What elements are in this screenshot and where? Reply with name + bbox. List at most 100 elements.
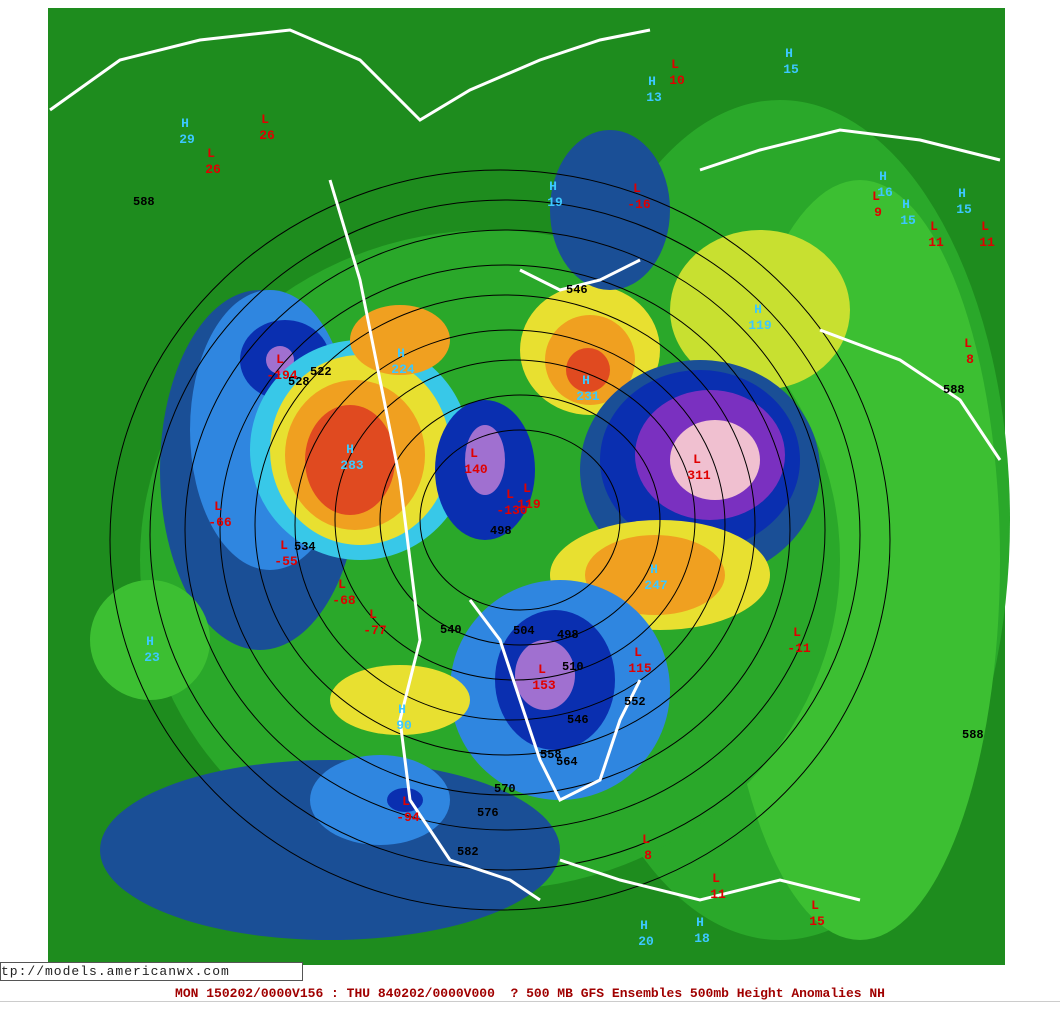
marker-value: 9: [874, 205, 882, 220]
marker-value: 8: [644, 848, 652, 863]
marker-kind: H: [879, 169, 887, 184]
contour-label: 528: [288, 375, 310, 389]
contour-label: 582: [457, 845, 479, 859]
marker-kind: L: [793, 625, 801, 640]
marker-value: 23: [144, 650, 160, 665]
marker-value: 13: [646, 90, 662, 105]
marker-value: -194: [266, 368, 297, 383]
height-contours: [109, 169, 891, 911]
marker-kind: L: [811, 898, 819, 913]
marker-value: -94: [396, 810, 420, 825]
marker-value: 119: [517, 497, 541, 512]
marker-value: 224: [391, 362, 415, 377]
marker-value: 283: [340, 458, 364, 473]
marker-value: 15: [809, 914, 825, 929]
marker-value: 115: [628, 661, 652, 676]
marker-value: 153: [532, 678, 556, 693]
marker-kind: H: [958, 186, 966, 201]
marker-kind: H: [650, 562, 658, 577]
marker-kind: L: [633, 181, 641, 196]
marker-kind: H: [346, 442, 354, 457]
marker-value: -77: [363, 623, 386, 638]
marker-kind: L: [276, 352, 284, 367]
contour-label: 546: [566, 283, 588, 297]
marker-value: 20: [638, 934, 654, 949]
marker-kind: L: [280, 538, 288, 553]
marker-kind: H: [146, 634, 154, 649]
contour-label: 558: [540, 748, 562, 762]
marker-kind: L: [214, 499, 222, 514]
marker-value: 15: [956, 202, 972, 217]
marker-kind: L: [506, 487, 514, 502]
marker-value: 11: [710, 887, 726, 902]
contour-label: 522: [310, 365, 332, 379]
marker-kind: H: [582, 373, 590, 388]
contour-label: 546: [567, 713, 589, 727]
contour-label: 588: [962, 728, 984, 742]
marker-value: 11: [979, 235, 995, 250]
marker-kind: H: [754, 302, 762, 317]
marker-value: -11: [787, 641, 811, 656]
marker-value: 231: [576, 389, 600, 404]
marker-kind: L: [642, 832, 650, 847]
marker-kind: L: [338, 577, 346, 592]
marker-value: -66: [208, 515, 232, 530]
marker-kind: H: [696, 915, 704, 930]
url-box: tp://models.americanwx.com: [0, 962, 303, 981]
contour-label: 564: [556, 755, 578, 769]
marker-kind: L: [538, 662, 546, 677]
divider: [0, 1001, 1060, 1002]
marker-value: 15: [783, 62, 799, 77]
marker-kind: L: [930, 219, 938, 234]
marker-kind: H: [648, 74, 656, 89]
marker-kind: L: [470, 446, 478, 461]
marker-kind: L: [523, 481, 531, 496]
contour-label: 534: [294, 540, 316, 554]
contour-label: 570: [494, 782, 516, 796]
marker-value: 8: [966, 352, 974, 367]
marker-value: 19: [547, 195, 563, 210]
contour-label: 498: [490, 524, 512, 538]
marker-kind: L: [207, 146, 215, 161]
contour-label: 504: [513, 624, 535, 638]
marker-kind: L: [369, 607, 377, 622]
marker-kind: L: [402, 794, 410, 809]
marker-kind: H: [640, 918, 648, 933]
marker-value: -55: [274, 554, 298, 569]
marker-kind: H: [398, 702, 406, 717]
marker-value: 140: [464, 462, 488, 477]
marker-kind: L: [964, 336, 972, 351]
marker-value: 18: [694, 931, 710, 946]
marker-kind: H: [785, 46, 793, 61]
contour-label: 588: [133, 195, 155, 209]
marker-value: -68: [332, 593, 356, 608]
marker-value: 119: [748, 318, 772, 333]
anomaly-shading: [90, 100, 1010, 940]
coastlines: [49, 28, 1002, 902]
marker-value: 26: [205, 162, 221, 177]
marker-kind: H: [397, 346, 405, 361]
marker-value: 11: [928, 235, 944, 250]
marker-kind: L: [671, 57, 679, 72]
marker-value: 26: [259, 128, 275, 143]
marker-kind: L: [712, 871, 720, 886]
marker-value: 15: [900, 213, 916, 228]
marker-kind: L: [872, 189, 880, 204]
contour-label: 552: [624, 695, 646, 709]
marker-kind: L: [261, 112, 269, 127]
contour-label: 576: [477, 806, 499, 820]
marker-kind: H: [181, 116, 189, 131]
caption: MON 150202/0000V156 : THU 840202/0000V00…: [175, 986, 885, 1001]
contour-label: 540: [440, 623, 462, 637]
marker-kind: H: [549, 179, 557, 194]
contour-label: 588: [943, 383, 965, 397]
contour-label: 510: [562, 660, 584, 674]
marker-value: 29: [179, 132, 195, 147]
contour-label: 498: [557, 628, 579, 642]
map-labels: H29L26L26L10H13H15H19L-16H16L9H15H15L11L…: [133, 46, 995, 949]
marker-kind: L: [981, 219, 989, 234]
marker-kind: L: [693, 452, 701, 467]
marker-value: -130: [496, 503, 527, 518]
